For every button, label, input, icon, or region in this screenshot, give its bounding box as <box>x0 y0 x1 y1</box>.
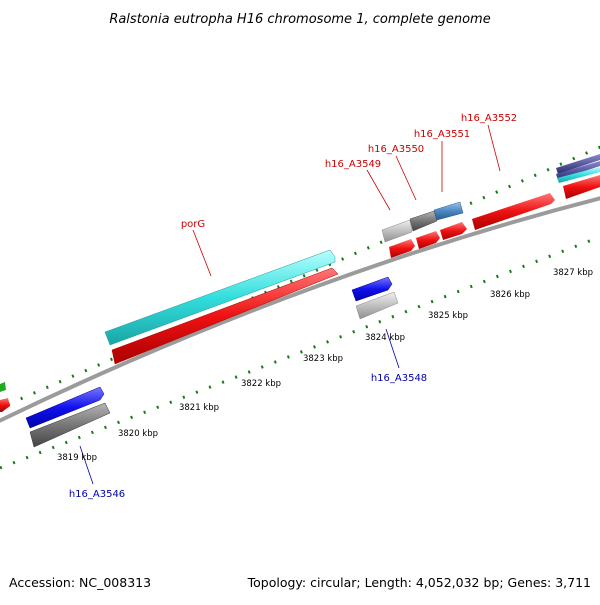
feature-right-navy-2[interactable] <box>556 161 600 180</box>
map-title: Ralstonia eutropha H16 chromosome 1, com… <box>109 12 490 27</box>
topology-summary-text: Topology: circular; Length: 4,052,032 bp… <box>247 575 591 590</box>
feature-h16-A3548[interactable] <box>355 291 399 320</box>
feature-h16-A3550[interactable] <box>409 210 438 232</box>
gene-label-h16-A3546[interactable]: h16_A3546 <box>69 489 125 500</box>
scale-label-3820: 3820 kbp <box>118 429 158 439</box>
scale-label-3826: 3826 kbp <box>490 290 530 300</box>
gene-label-h16-A3550[interactable]: h16_A3550 <box>368 144 424 155</box>
scale-label-3822: 3822 kbp <box>241 379 281 389</box>
gene-label-porG[interactable]: porG <box>181 219 205 230</box>
feature-left-green[interactable] <box>0 382 6 392</box>
feature-h16-A3548-blue[interactable] <box>351 276 393 302</box>
feature-h16-A3551[interactable] <box>433 201 464 221</box>
upper-tick-guide <box>0 145 600 410</box>
feature-porG-cyan[interactable] <box>104 249 336 346</box>
feature-h16-A3549[interactable] <box>381 219 413 243</box>
feature-h16-A3552[interactable] <box>472 193 555 230</box>
feature-left-red[interactable] <box>0 398 10 412</box>
chromosome-backbone <box>0 196 600 423</box>
accession-text: Accession: NC_008313 <box>9 575 151 590</box>
feature-right-cyan[interactable] <box>557 167 600 183</box>
gene-label-h16-A3552[interactable]: h16_A3552 <box>461 113 517 124</box>
scale-label-3825: 3825 kbp <box>428 311 468 321</box>
scale-label-3821: 3821 kbp <box>179 403 219 413</box>
gene-label-h16-A3551[interactable]: h16_A3551 <box>414 129 470 140</box>
feature-red-small-1[interactable] <box>389 239 415 258</box>
scale-label-3827: 3827 kbp <box>553 268 593 278</box>
feature-red-small-2[interactable] <box>416 231 440 249</box>
gene-label-h16-A3549[interactable]: h16_A3549 <box>325 159 381 170</box>
feature-right-navy-1[interactable] <box>556 154 600 174</box>
scale-label-3823: 3823 kbp <box>303 354 343 364</box>
feature-right-red[interactable] <box>563 175 600 199</box>
label-leaders <box>79 124 501 485</box>
scale-label-3819: 3819 kbp <box>57 453 97 463</box>
feature-h16-A3546-blue[interactable] <box>25 386 105 429</box>
feature-porG[interactable] <box>111 267 339 365</box>
feature-h16-A3546[interactable] <box>29 402 111 448</box>
feature-red-small-3[interactable] <box>440 222 467 240</box>
gene-label-h16-A3548[interactable]: h16_A3548 <box>371 373 427 384</box>
scale-label-3824: 3824 kbp <box>365 333 405 343</box>
